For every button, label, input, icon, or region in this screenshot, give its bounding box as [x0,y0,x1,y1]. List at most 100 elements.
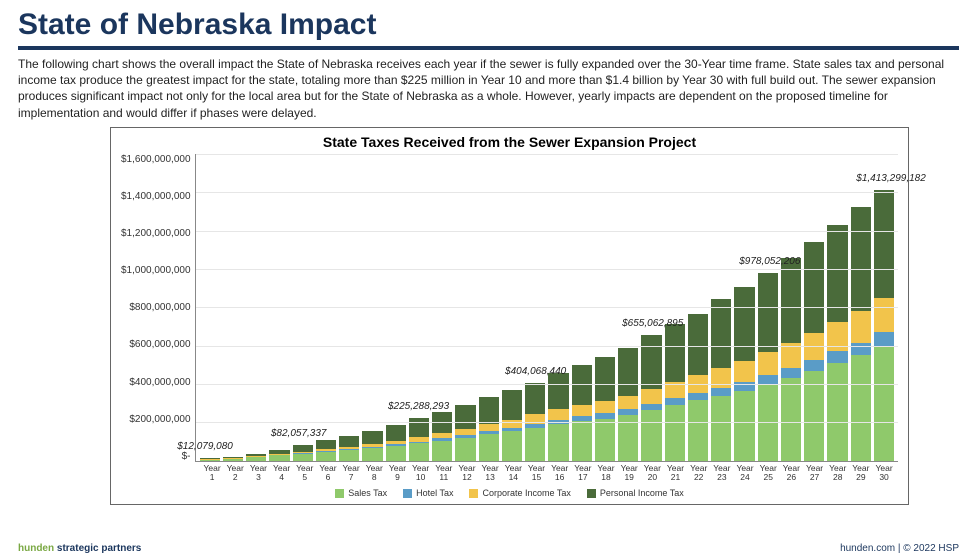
footer: hunden strategic partners hunden.com | ©… [18,543,959,554]
bar-segment-personal-income-tax [362,431,382,444]
x-tick: Year21 [665,464,685,483]
x-tick: Year14 [503,464,523,483]
bar-segment-personal-income-tax [339,436,359,447]
bar-segment-personal-income-tax [734,287,754,361]
x-tick: Year19 [619,464,639,483]
bar-segment-sales-tax [223,459,243,461]
legend-label: Sales Tax [348,488,387,498]
bar-segment-personal-income-tax [409,418,429,437]
y-tick: $600,000,000 [129,339,190,350]
bar-segment-sales-tax [548,424,568,460]
gridline [196,384,898,385]
bar-segment-corporate-income-tax [641,389,661,404]
bar-segment-personal-income-tax [665,324,685,382]
y-tick: $200,000,000 [129,414,190,425]
gridline [196,231,898,232]
gridline [196,422,898,423]
bar-segment-hotel-tax [874,332,894,345]
bar-segment-sales-tax [479,434,499,460]
x-tick: Year18 [596,464,616,483]
x-tick: Year25 [758,464,778,483]
bar-segment-personal-income-tax [758,273,778,352]
legend: Sales Tax Hotel Tax Corporate Income Tax Pe… [121,488,898,498]
bar-segment-corporate-income-tax [595,401,615,413]
bar-segment-sales-tax [362,448,382,461]
bar-segment-corporate-income-tax [874,298,894,333]
bar-segment-personal-income-tax [595,357,615,401]
legend-item-personal-income-tax: Personal Income Tax [587,488,684,498]
x-tick: Year10 [411,464,431,483]
x-tick: Year8 [364,464,384,483]
bar-segment-personal-income-tax [851,207,871,311]
legend-swatch [403,489,412,498]
y-tick: $400,000,000 [129,377,190,388]
gridline [196,346,898,347]
bar-segment-personal-income-tax [641,335,661,389]
callout-year-30: $1,413,299,182 [856,173,926,184]
bar-segment-personal-income-tax [804,242,824,333]
x-tick: Year24 [735,464,755,483]
bar-segment-hotel-tax [781,368,801,378]
bar-segment-hotel-tax [665,398,685,405]
bar-segment-corporate-income-tax [572,405,592,417]
x-tick: Year7 [341,464,361,483]
page-title: State of Nebraska Impact [0,0,977,46]
bar-segment-sales-tax [246,457,266,460]
bar-segment-corporate-income-tax [618,396,638,409]
x-tick: Year20 [642,464,662,483]
bar-segment-corporate-income-tax [548,409,568,420]
bar-segment-sales-tax [455,438,475,461]
bar-segment-sales-tax [641,410,661,461]
intro-paragraph: The following chart shows the overall im… [0,56,977,127]
bar-segment-sales-tax [851,355,871,461]
bar-segment-corporate-income-tax [734,361,754,382]
bar-segment-personal-income-tax [874,190,894,298]
x-tick: Year6 [318,464,338,483]
x-tick: Year15 [526,464,546,483]
bar-segment-corporate-income-tax [502,420,522,428]
x-tick: Year1 [202,464,222,483]
x-tick: Year4 [272,464,292,483]
footer-brand: hunden strategic partners [18,543,141,554]
bar-segment-personal-income-tax [502,390,522,420]
legend-item-corporate-income-tax: Corporate Income Tax [469,488,570,498]
bar-segment-sales-tax [409,443,429,460]
gridline [196,307,898,308]
callout-year-10: $225,288,293 [388,401,449,412]
bar-segment-sales-tax [711,396,731,461]
bar-segment-personal-income-tax [688,314,708,375]
bar-segment-personal-income-tax [455,405,475,429]
callout-year-25: $978,052,206 [739,256,800,267]
x-tick: Year30 [874,464,894,483]
bar-segment-hotel-tax [758,375,778,384]
gridline [196,192,898,193]
x-tick: Year5 [295,464,315,483]
gridline [196,269,898,270]
x-tick: Year13 [480,464,500,483]
bar-segment-sales-tax [595,419,615,461]
chart-container: State Taxes Received from the Sewer Expa… [110,127,909,506]
bar-segment-sales-tax [734,391,754,461]
bar-segment-personal-income-tax [525,383,545,414]
legend-label: Corporate Income Tax [482,488,570,498]
footer-copyright: hunden.com | © 2022 HSP [840,543,959,554]
y-tick: $1,600,000,000 [121,154,191,165]
bar-segment-corporate-income-tax [851,311,871,343]
bar-segment-sales-tax [874,346,894,461]
bar-segment-personal-income-tax [316,440,336,449]
x-tick: Year27 [804,464,824,483]
x-tick: Year23 [712,464,732,483]
legend-item-hotel-tax: Hotel Tax [403,488,453,498]
x-axis: Year1Year2Year3Year4Year5Year6Year7Year8… [198,462,898,483]
title-underline [18,46,959,50]
x-tick: Year2 [225,464,245,483]
bar-segment-hotel-tax [711,388,731,396]
bar-segment-personal-income-tax [386,425,406,441]
bar-segment-hotel-tax [827,351,847,363]
y-tick: $1,000,000,000 [121,265,191,276]
bar-segment-sales-tax [665,405,685,461]
bar-segment-sales-tax [269,455,289,460]
x-tick: Year12 [457,464,477,483]
bar-segment-personal-income-tax [548,373,568,409]
legend-label: Personal Income Tax [600,488,684,498]
